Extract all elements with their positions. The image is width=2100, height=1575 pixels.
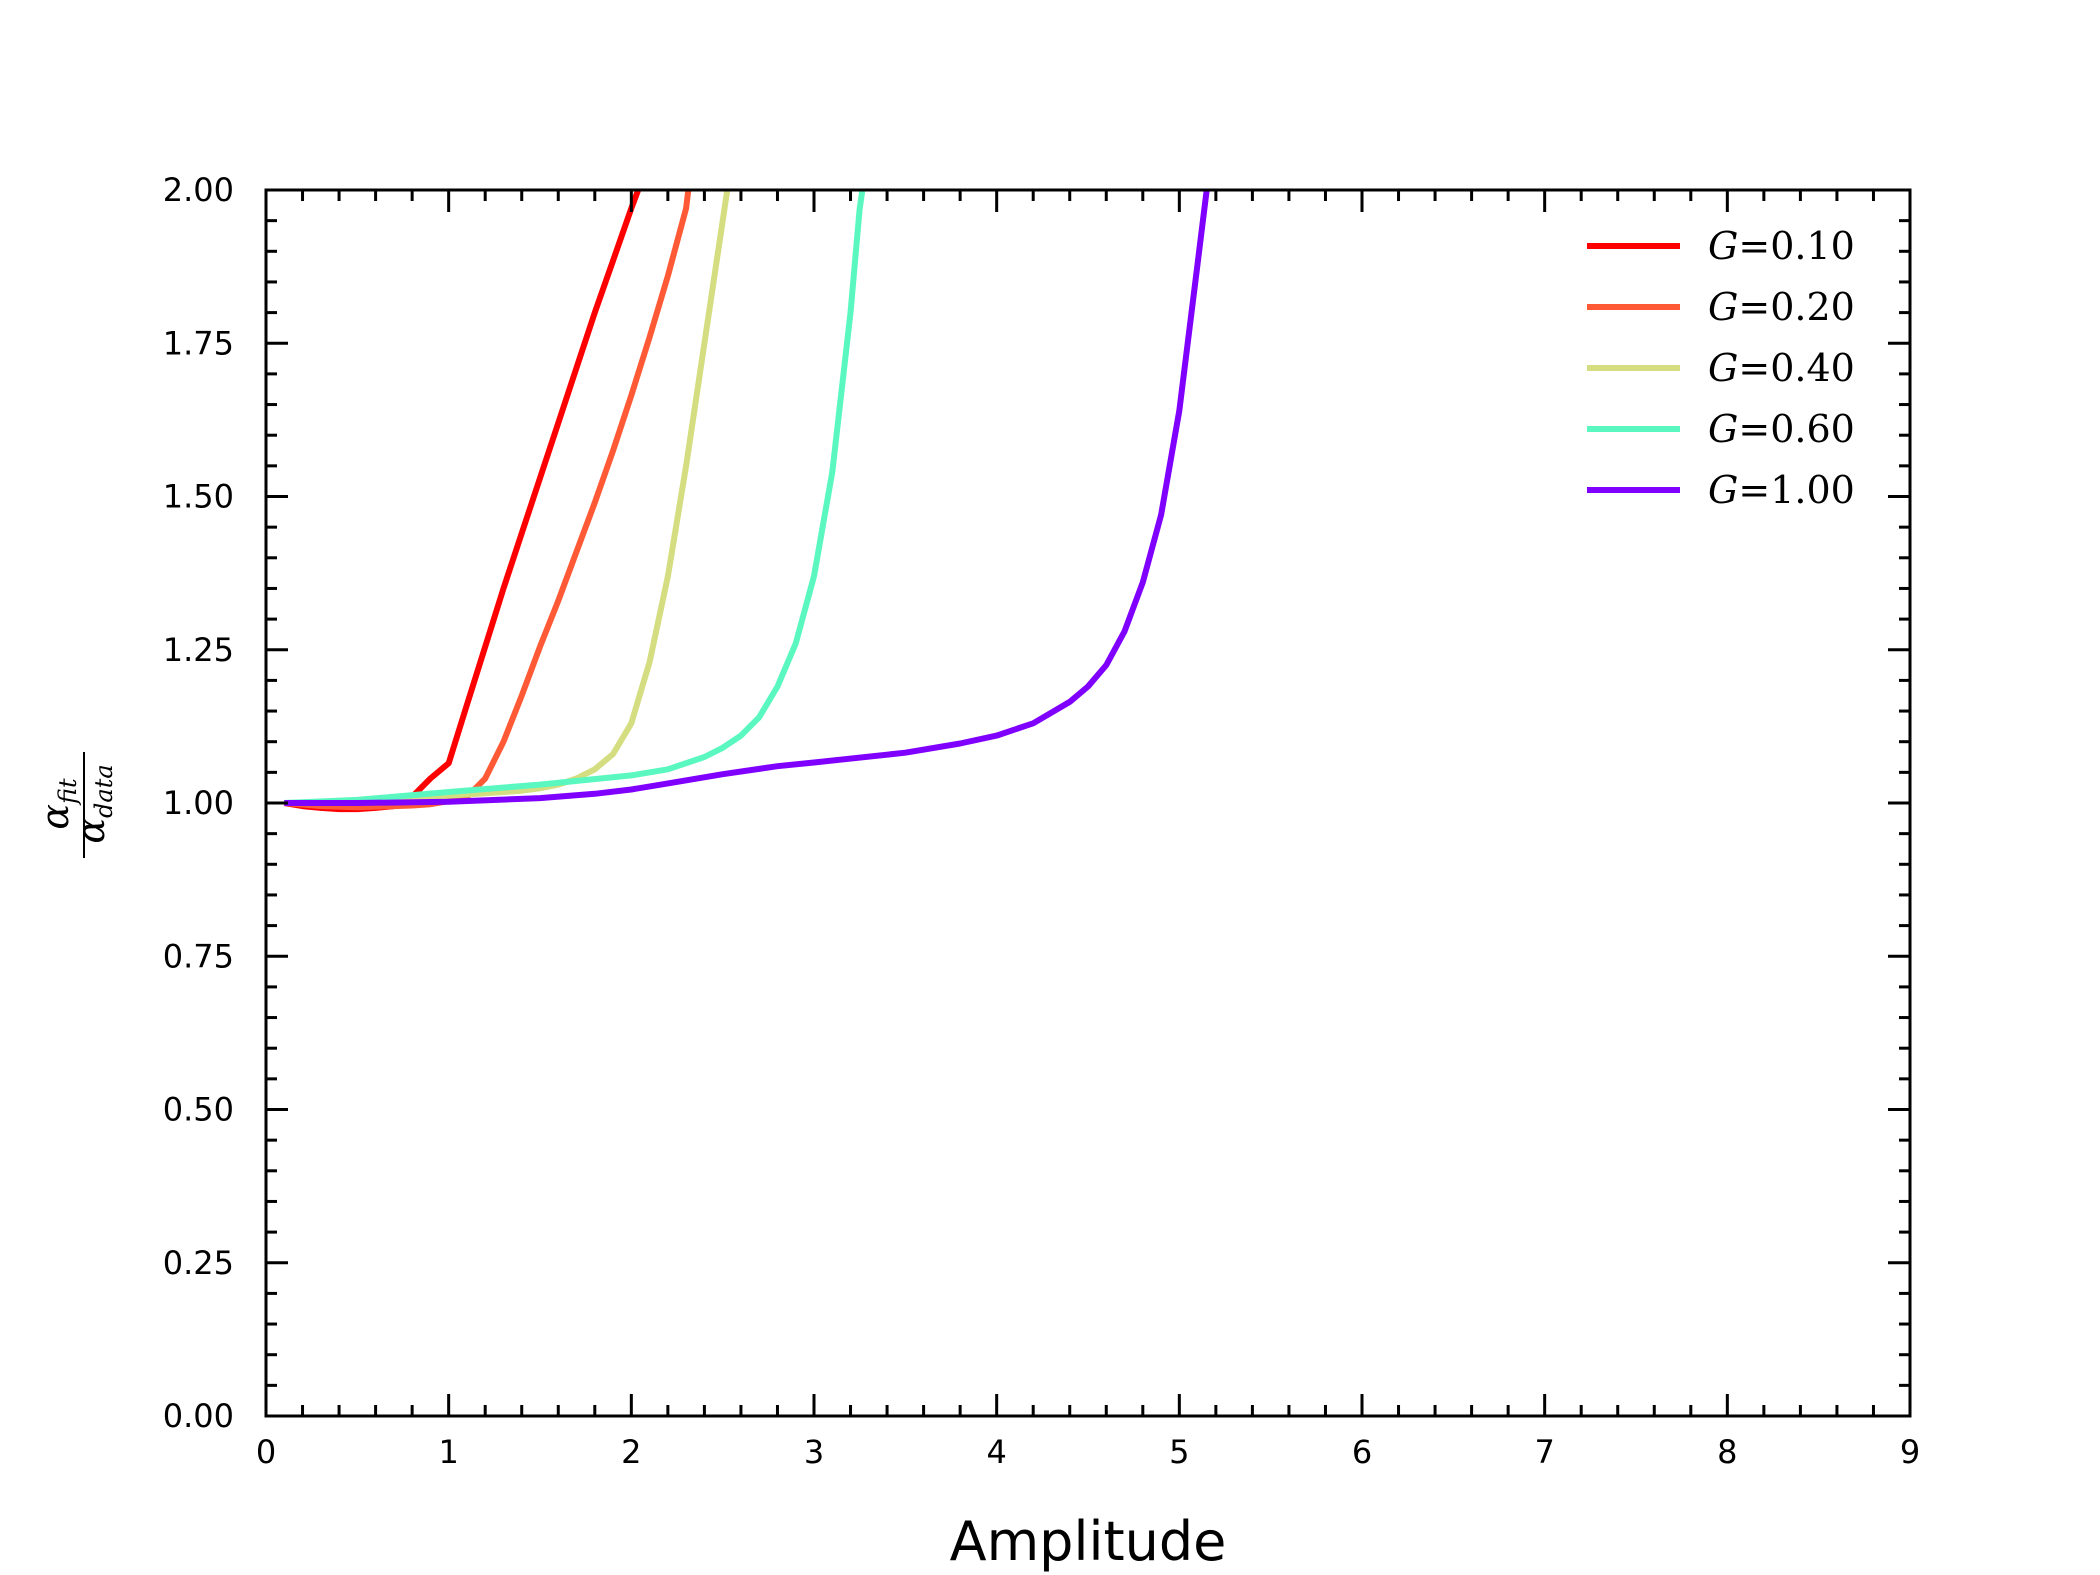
legend-label-3: G=0.60 xyxy=(1708,407,1855,451)
x-tick-label: 6 xyxy=(1352,1433,1372,1471)
y-axis-title-denominator-sub: data xyxy=(90,764,118,818)
x-tick-label: 4 xyxy=(986,1433,1006,1471)
legend-label-4: G=1.00 xyxy=(1708,468,1855,512)
x-tick-label: 0 xyxy=(256,1433,276,1471)
series-line-2 xyxy=(284,190,731,806)
y-axis-title-denominator: α xyxy=(69,818,113,844)
x-axis-title: Amplitude xyxy=(950,1510,1227,1573)
y-tick-label: 0.50 xyxy=(163,1091,234,1129)
y-tick-label: 0.25 xyxy=(163,1244,234,1282)
y-tick-label: 1.50 xyxy=(163,478,234,516)
svg-text:αfit: αfit xyxy=(33,778,82,830)
y-tick-label: 0.75 xyxy=(163,937,234,975)
x-tick-label: 2 xyxy=(621,1433,641,1471)
y-tick-label: 1.75 xyxy=(163,324,234,362)
y-tick-label: 1.25 xyxy=(163,631,234,669)
series-line-0 xyxy=(283,190,642,813)
series-line-1 xyxy=(284,190,692,811)
legend: G=0.10 G=0.20 G=0.40 G=0.60 G=1.00 xyxy=(1587,224,1855,512)
x-tick-label: 7 xyxy=(1534,1433,1554,1471)
plot-frame xyxy=(264,188,1912,1418)
y-tick-label: 0.00 xyxy=(163,1397,234,1435)
y-tick-label: 2.00 xyxy=(163,171,234,209)
svg-text:αdata: αdata xyxy=(69,764,118,843)
y-axis-title-numerator-sub: fit xyxy=(54,778,82,806)
x-tick-label: 1 xyxy=(438,1433,458,1471)
x-tick-label: 5 xyxy=(1169,1433,1189,1471)
y-axis-title: αfit αdata xyxy=(33,752,118,858)
series-line-4 xyxy=(284,190,1210,806)
legend-label-1: G=0.20 xyxy=(1708,285,1855,329)
legend-label-0: G=0.10 xyxy=(1708,224,1855,268)
x-tick-label: 3 xyxy=(804,1433,824,1471)
y-tick-label: 1.00 xyxy=(163,784,234,822)
x-tick-label: 8 xyxy=(1717,1433,1737,1471)
series-line-3 xyxy=(284,190,866,806)
y-axis-title-numerator: α xyxy=(33,804,77,830)
legend-label-2: G=0.40 xyxy=(1708,346,1855,390)
x-tick-label: 9 xyxy=(1900,1433,1920,1471)
